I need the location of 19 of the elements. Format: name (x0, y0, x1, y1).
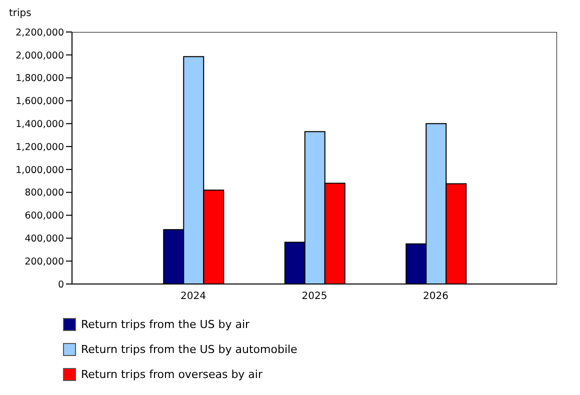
y-axis-title: trips (9, 8, 32, 19)
y-tick-label: 2,200,000 (16, 27, 64, 38)
legend-label: Return trips from the US by automobile (81, 343, 298, 356)
y-tick-label: 200,000 (24, 256, 64, 268)
y-tick-label: 1,400,000 (16, 119, 64, 130)
legend-label: Return trips from overseas by air (81, 368, 262, 381)
y-tick-label: 400,000 (24, 234, 64, 245)
y-tick-label: 600,000 (24, 210, 64, 222)
x-tick-label: 2026 (423, 291, 448, 302)
y-tick-label: 800,000 (24, 188, 64, 199)
x-tick-label: 2024 (180, 291, 206, 302)
y-tick-label: 1,200,000 (16, 142, 64, 153)
y-tick-label: 1,600,000 (16, 96, 64, 108)
x-tick-label: 2025 (302, 291, 328, 302)
y-tick-label: 1,000,000 (16, 164, 64, 176)
y-tick-label: 1,800,000 (16, 73, 64, 84)
y-tick-label: 0 (58, 279, 64, 290)
y-tick-label: 2,000,000 (16, 50, 64, 62)
legend-label: Return trips from the US by air (81, 318, 250, 331)
